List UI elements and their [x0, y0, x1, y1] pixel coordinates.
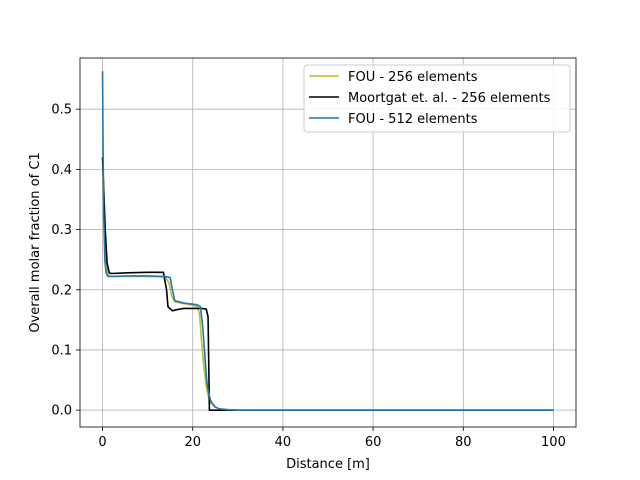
y-tick-label: 0.5 [51, 103, 72, 118]
x-tick-label: 80 [455, 435, 472, 450]
series-line-fou-512 [101, 71, 554, 411]
x-tick-label: 40 [275, 435, 292, 450]
y-tick-label: 0.4 [51, 163, 72, 178]
legend: FOU - 256 elements Moortgat et. al. - 25… [303, 64, 571, 133]
legend-label-fou-512: FOU - 512 elements [348, 112, 478, 127]
y-tick-label: 0.0 [51, 404, 72, 419]
x-tick-label: 100 [541, 435, 566, 450]
legend-label-fou-256: FOU - 256 elements [348, 70, 478, 85]
x-axis-label: Distance [m] [286, 457, 370, 472]
y-tick-label: 0.3 [51, 223, 72, 238]
plot-frame [79, 57, 577, 428]
y-axis-label: Overall molar fraction of C1 [28, 152, 43, 332]
series-group [101, 71, 554, 411]
x-tick-label: 60 [365, 435, 382, 450]
x-tick-label: 0 [98, 435, 106, 450]
legend-frame [303, 64, 571, 133]
y-tick-label: 0.2 [51, 283, 72, 298]
legend-label-moortgat-256: Moortgat et. al. - 256 elements [348, 91, 551, 106]
series-line-moortgat-256 [101, 157, 554, 411]
ticks: 0 20 40 60 80 100 0.0 0.1 0.2 0.3 0.4 0.5 [51, 103, 566, 450]
y-tick-label: 0.1 [51, 343, 72, 358]
series-line-fou-256 [101, 157, 554, 411]
x-tick-label: 20 [184, 435, 201, 450]
